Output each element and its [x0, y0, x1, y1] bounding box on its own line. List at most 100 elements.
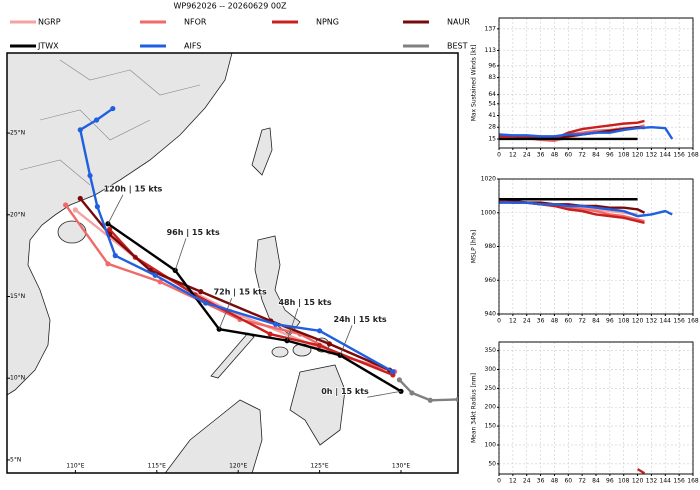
track-point: [409, 390, 415, 396]
legend-label: AIFS: [184, 42, 201, 51]
x-tick-label: 132: [646, 318, 658, 325]
y-tick-label: 15°N: [10, 293, 25, 300]
x-tick-label: 120: [632, 152, 644, 159]
legend-label: JTWX: [37, 42, 59, 51]
track-line: [636, 468, 646, 475]
x-tick-label: 168: [687, 152, 699, 159]
x-tick-label: 120°E: [229, 463, 247, 470]
track-point: [72, 207, 78, 213]
track-point: [105, 261, 111, 267]
x-tick-label: 60: [564, 318, 572, 325]
figure-title: WP962026 -- 20260629 00Z: [173, 2, 287, 11]
plot-border: [498, 17, 694, 149]
y-tick-label: 1000: [481, 209, 496, 216]
track-point: [203, 300, 209, 306]
x-tick-label: 0: [497, 152, 501, 159]
track-point: [427, 397, 433, 403]
x-tick-label: 168: [687, 318, 699, 325]
x-tick-label: 125°E: [310, 463, 328, 470]
track-point: [112, 253, 118, 259]
track-line: [499, 201, 673, 218]
track-point: [77, 127, 83, 133]
track-point: [273, 321, 279, 327]
annotation-leader: [107, 194, 124, 224]
x-tick-label: 115°E: [148, 463, 166, 470]
x-tick-label: 144: [660, 318, 672, 325]
track-point: [106, 226, 113, 233]
y-tick-label: 64: [488, 91, 496, 98]
x-tick-label: 156: [673, 478, 685, 485]
track-point: [396, 377, 402, 383]
track-point: [152, 272, 158, 278]
x-tick-label: 12: [509, 152, 517, 159]
x-tick-label: 24: [523, 152, 531, 159]
track-point: [455, 396, 458, 403]
x-tick-label: 12: [509, 318, 517, 325]
y-tick-label: 20°N: [10, 211, 25, 218]
y-tick-label: 940: [485, 311, 497, 318]
track-point: [157, 279, 163, 285]
track-point: [93, 117, 100, 123]
y-axis-label: MSLP [hPa]: [471, 230, 478, 263]
legend-label: NAUR: [447, 18, 470, 27]
y-tick-label: 200: [485, 404, 497, 411]
x-tick-label: 84: [592, 152, 600, 159]
track-point: [390, 369, 396, 375]
track-point: [110, 105, 116, 112]
x-tick-label: 96: [606, 152, 614, 159]
y-tick-label: 54: [488, 100, 496, 107]
y-tick-label: 150: [485, 423, 497, 430]
track-point: [267, 331, 273, 337]
x-tick-label: 72: [578, 318, 586, 325]
track-line: [107, 222, 402, 393]
y-tick-label: 10°N: [10, 375, 25, 382]
y-tick-label: 83: [488, 74, 496, 81]
annotation-leader: [367, 390, 402, 398]
track-line: [498, 126, 674, 140]
legend-label: NGRP: [38, 18, 61, 27]
track-point: [326, 341, 332, 347]
x-tick-label: 132: [646, 152, 658, 159]
annotation-leader: [218, 298, 233, 330]
annotation: 96h | 15 kts: [167, 228, 220, 237]
track-point: [198, 288, 204, 295]
tracks: [63, 105, 458, 403]
x-tick-label: 48: [551, 318, 559, 325]
x-tick-label: 120: [632, 318, 644, 325]
y-tick-label: 100: [485, 441, 497, 448]
x-tick-label: 110°E: [66, 463, 84, 470]
y-tick-label: 50: [488, 460, 496, 467]
y-tick-label: 96: [488, 62, 496, 69]
x-tick-label: 84: [592, 318, 600, 325]
y-tick-label: 300: [485, 366, 497, 373]
y-tick-label: 41: [488, 112, 496, 119]
y-tick-label: 15: [488, 135, 496, 142]
track-point: [317, 342, 323, 349]
x-tick-label: 84: [592, 478, 600, 485]
y-tick-label: 350: [485, 347, 497, 354]
annotation-leader: [174, 238, 187, 271]
annotation: 72h | 15 kts: [214, 288, 267, 297]
y-tick-label: 113: [485, 47, 497, 54]
track-point: [94, 204, 100, 210]
track-line: [398, 379, 458, 402]
x-tick-label: 72: [578, 152, 586, 159]
x-tick-label: 60: [564, 152, 572, 159]
x-tick-label: 96: [606, 478, 614, 485]
x-tick-label: 156: [673, 318, 685, 325]
y-tick-label: 5°N: [10, 456, 21, 463]
x-tick-label: 96: [606, 318, 614, 325]
annotation: 0h | 15 kts: [321, 387, 369, 396]
x-tick-label: 36: [537, 152, 545, 159]
x-tick-label: 0: [497, 478, 501, 485]
track-point: [216, 326, 222, 332]
track-line: [499, 119, 645, 141]
legend-label: NPNG: [316, 18, 339, 27]
y-tick-label: 250: [485, 385, 497, 392]
x-tick-label: 36: [537, 478, 545, 485]
x-tick-label: 108: [618, 318, 630, 325]
annotation: 48h | 15 kts: [278, 298, 331, 307]
x-tick-label: 36: [537, 318, 545, 325]
x-tick-label: 108: [618, 152, 630, 159]
